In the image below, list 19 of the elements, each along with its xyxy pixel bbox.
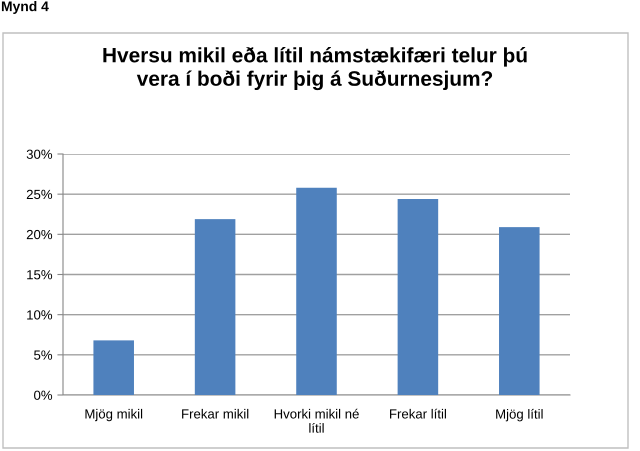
x-tick-label: Mjög mikil — [85, 408, 142, 422]
bar — [499, 227, 540, 395]
x-tick-label: Frekar lítil — [390, 408, 446, 419]
x-tick-label: Mjög lítil — [496, 408, 543, 422]
y-tick-label: 25% — [26, 190, 52, 200]
x-tick-label: Hvorki mikil né lítil — [274, 408, 359, 433]
bar — [93, 340, 134, 395]
bar — [194, 219, 236, 395]
x-tick-label: Frekar mikil — [182, 408, 248, 419]
chart-title: Hversu mikil eða lítil námstækifæri telur þú vera í boði fyrir þig á Suðurnesjum? — [103, 47, 527, 90]
y-tick-label: 30% — [26, 150, 52, 159]
y-tick-label: 0% — [34, 390, 52, 400]
y-tick-label: 20% — [26, 230, 52, 240]
bar — [398, 198, 438, 395]
text: Mynd 4 — [2, 1, 49, 14]
y-tick-label: 5% — [34, 350, 52, 360]
y-tick-label: 10% — [27, 310, 52, 320]
y-tick-label: 15% — [27, 270, 52, 280]
bar — [296, 188, 337, 395]
